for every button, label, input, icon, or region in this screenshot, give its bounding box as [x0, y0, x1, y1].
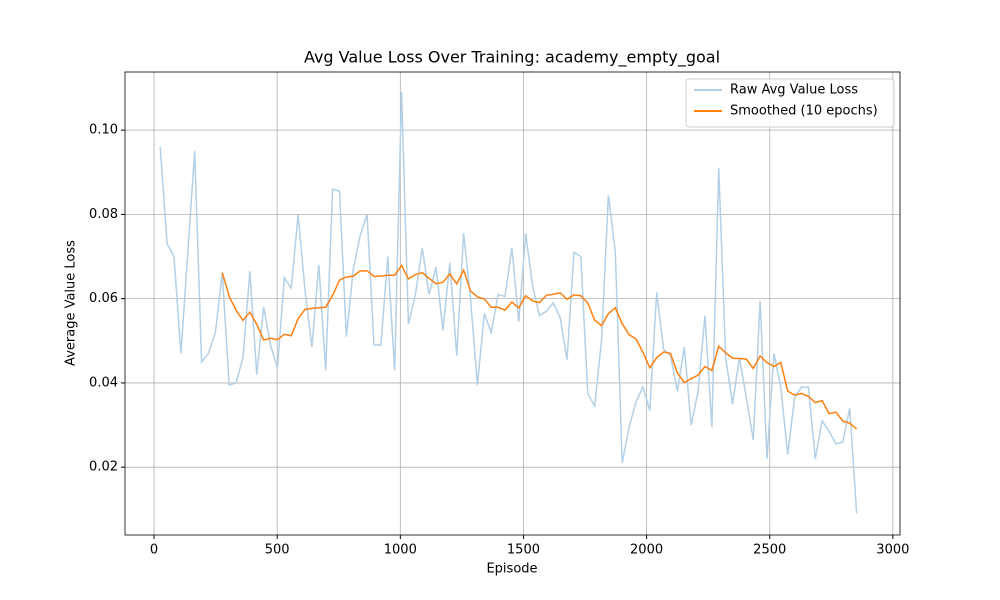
legend-box — [685, 78, 895, 128]
legend-label: Raw Avg Value Loss — [730, 83, 858, 98]
x-tick-label: 3000 — [876, 543, 909, 558]
legend: Raw Avg Value Loss Smoothed (10 epochs) — [685, 78, 895, 128]
y-tick-label: 0.04 — [89, 375, 118, 390]
x-tick-label: 2500 — [753, 543, 786, 558]
legend-label: Smoothed (10 epochs) — [730, 104, 878, 119]
x-axis-label: Episode — [486, 562, 537, 577]
y-tick-label: 0.08 — [89, 207, 118, 222]
x-tick-label: 1500 — [507, 543, 540, 558]
x-tick-label: 2000 — [630, 543, 663, 558]
y-tick-label: 0.10 — [89, 123, 118, 138]
y-axis-label: Average Value Loss — [64, 240, 79, 366]
x-tick-label: 1000 — [384, 543, 417, 558]
x-tick-label: 0 — [150, 543, 158, 558]
plot-frame — [124, 71, 901, 536]
chart-title: Avg Value Loss Over Training: academy_em… — [304, 48, 720, 68]
x-tick-label: 500 — [265, 543, 290, 558]
y-tick-label: 0.02 — [89, 460, 118, 475]
data-line — [221, 264, 858, 430]
y-tick-label: 0.06 — [89, 291, 118, 306]
data-line — [159, 92, 858, 514]
